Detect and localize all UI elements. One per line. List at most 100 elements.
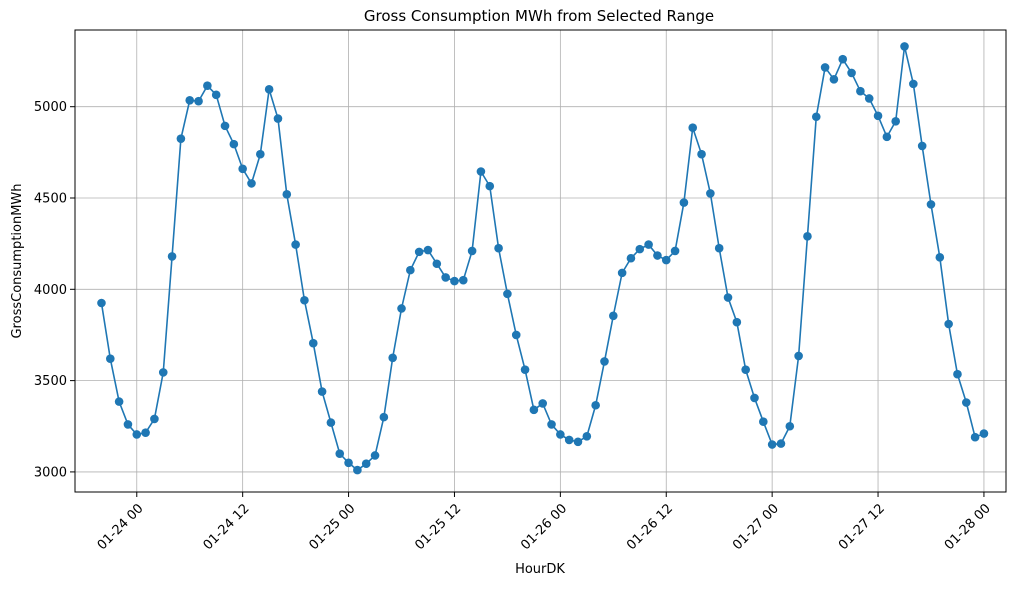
data-point [900, 42, 909, 51]
y-axis-label: GrossConsumptionMWh [10, 183, 25, 338]
data-point [308, 338, 318, 348]
data-point [714, 243, 724, 253]
data-point [467, 246, 477, 256]
data-point [591, 400, 600, 410]
data-point [344, 458, 353, 468]
y-axis-ticks: 3000 3500 4000 4500 5000 [34, 100, 75, 480]
data-point [450, 276, 459, 286]
data-point [573, 437, 583, 447]
y-tick-label: 3500 [34, 374, 67, 389]
data-point [97, 298, 106, 308]
data-point [811, 112, 821, 122]
data-point [864, 94, 874, 103]
data-point [935, 253, 945, 262]
data-point [626, 253, 636, 263]
data-point [759, 417, 768, 427]
data-point [414, 247, 424, 257]
data-point [114, 397, 124, 406]
y-tick-label: 4000 [34, 283, 67, 298]
data-point [238, 164, 247, 174]
x-tick-label: 01-24 12 [201, 501, 253, 553]
data-point [397, 304, 406, 313]
data-point [564, 435, 574, 445]
data-point [838, 54, 848, 64]
data-point [141, 428, 150, 437]
data-point [353, 465, 362, 475]
plot-frame [74, 29, 1007, 493]
data-point [661, 255, 671, 265]
data-point [953, 369, 962, 379]
data-point [406, 265, 415, 275]
data-point [794, 351, 803, 361]
data-point [891, 117, 900, 126]
data-point [600, 357, 609, 366]
x-tick-label: 01-27 12 [836, 501, 888, 553]
data-point [256, 149, 265, 159]
data-point [423, 245, 433, 255]
data-point [917, 141, 927, 151]
data-point [123, 420, 133, 429]
data-point [273, 114, 283, 123]
data-point [732, 317, 742, 327]
data-point [132, 430, 142, 439]
data-point [926, 200, 936, 209]
data-point [909, 79, 918, 89]
data-point [697, 149, 706, 159]
data-point [847, 68, 856, 78]
data-point [229, 139, 239, 149]
data-point [750, 393, 759, 403]
data-point [194, 96, 203, 106]
data-point [511, 330, 521, 340]
data-point [441, 273, 450, 282]
data-point [776, 439, 786, 448]
data-point [706, 189, 715, 198]
y-tick-label: 3000 [34, 465, 67, 480]
data-point [538, 399, 548, 408]
data-point [167, 252, 177, 261]
data-point [653, 251, 662, 260]
data-point [476, 167, 486, 176]
data-point [529, 405, 539, 415]
data-point [582, 432, 592, 441]
data-point [644, 240, 653, 249]
data-point [185, 96, 195, 105]
data-point [335, 449, 345, 458]
data-point [803, 232, 812, 241]
data-point [635, 244, 645, 254]
data-point [961, 398, 971, 407]
data-point [979, 429, 989, 438]
data-point [264, 85, 274, 94]
data-point [379, 412, 389, 422]
x-tick-label: 01-26 00 [518, 501, 570, 553]
data-point [829, 75, 839, 84]
data-point [944, 319, 953, 329]
x-tick-label: 01-28 00 [942, 501, 994, 553]
data-point [723, 293, 733, 302]
data-point [282, 190, 292, 199]
data-point [326, 418, 336, 427]
data-point [679, 198, 689, 207]
chart-title: Gross Consumption MWh from Selected Rang… [364, 7, 714, 25]
data-point [176, 134, 186, 143]
data-point [300, 295, 309, 305]
data-point [432, 259, 442, 269]
data-point [220, 121, 230, 131]
x-axis-label: HourDK [515, 562, 565, 577]
data-point [767, 440, 777, 449]
data-point [203, 81, 212, 90]
data-point [485, 181, 495, 191]
data-point [617, 268, 627, 278]
data-point [158, 368, 168, 377]
data-point [820, 63, 830, 72]
data-point [388, 353, 397, 363]
y-tick-label: 4500 [34, 192, 67, 207]
data-point [970, 432, 980, 442]
y-tick-label: 5000 [34, 100, 67, 115]
data-point [458, 275, 468, 285]
data-point [609, 311, 618, 321]
data-point [317, 387, 327, 396]
data-point [503, 289, 512, 299]
data-point [547, 420, 556, 429]
